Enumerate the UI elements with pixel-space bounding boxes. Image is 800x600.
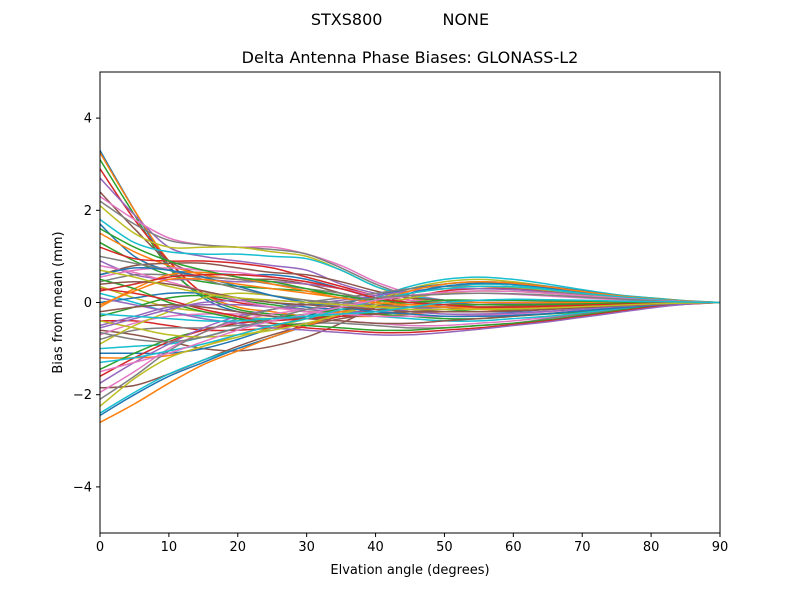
x-tick-label: 30 — [298, 540, 315, 555]
series-line — [100, 276, 720, 320]
x-tick-label: 0 — [96, 540, 104, 555]
x-tick-label: 10 — [161, 540, 178, 555]
y-tick-label: −4 — [73, 480, 92, 495]
x-tick-label: 90 — [712, 540, 729, 555]
chart-title: Delta Antenna Phase Biases: GLONASS-L2 — [241, 48, 579, 67]
series-line — [100, 269, 720, 311]
y-axis-ticks: −4 −2 0 2 4 — [73, 112, 100, 495]
series-line — [100, 273, 720, 309]
y-tick-label: −2 — [73, 388, 92, 403]
series-line — [100, 292, 720, 343]
y-tick-label: 4 — [84, 112, 92, 127]
series-line — [100, 298, 720, 322]
series-lines — [100, 150, 720, 424]
series-line — [100, 200, 720, 304]
x-axis-label: Elvation angle (degrees) — [330, 563, 489, 578]
y-tick-label: 0 — [84, 296, 92, 311]
x-tick-label: 60 — [505, 540, 522, 555]
series-line — [100, 285, 720, 364]
series-line — [100, 266, 720, 318]
y-axis-label: Bias from mean (mm) — [51, 231, 66, 373]
x-axis-ticks: 0 10 20 30 40 50 60 70 80 90 — [96, 533, 728, 555]
x-tick-label: 40 — [367, 540, 384, 555]
x-tick-label: 50 — [436, 540, 453, 555]
series-line — [100, 177, 720, 304]
series-line — [100, 278, 720, 332]
series-line — [100, 297, 720, 336]
y-tick-label: 2 — [84, 204, 92, 219]
figure-suptitle: STXS800 NONE — [0, 10, 800, 29]
x-tick-label: 80 — [643, 540, 660, 555]
series-line — [100, 287, 720, 334]
suptitle-station: STXS800 — [310, 10, 383, 29]
x-tick-label: 70 — [574, 540, 591, 555]
x-tick-label: 20 — [230, 540, 247, 555]
series-line — [100, 281, 720, 424]
suptitle-radome: NONE — [442, 10, 490, 29]
